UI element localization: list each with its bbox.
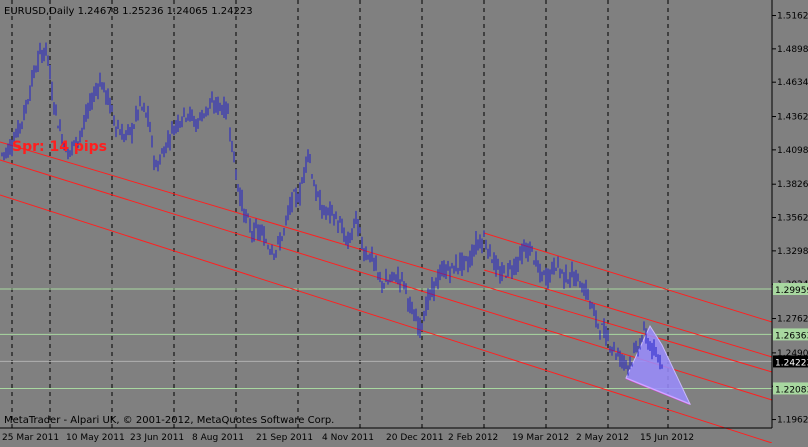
price-tick-label: 1.35620: [777, 214, 808, 224]
spread-label: Spr: 14 pips: [12, 139, 107, 155]
time-tick-label: 10 May 2011: [66, 433, 125, 443]
current-price-badge: [773, 355, 808, 368]
level-badge: [773, 283, 808, 296]
time-tick-label: 2 May 2012: [576, 433, 629, 443]
price-tick-label: 1.48980: [777, 45, 808, 55]
channel-line[interactable]: [0, 141, 773, 373]
level-badge-label: 1.29959: [775, 286, 808, 296]
chart-header: EURUSD,Daily 1.24678 1.25236 1.24065 1.2…: [4, 6, 253, 17]
time-tick-label: 19 Mar 2012: [512, 433, 569, 443]
time-tick-label: 23 Jun 2011: [130, 433, 184, 443]
price-tick-label: 1.32980: [777, 247, 808, 257]
time-tick-label: 2 Feb 2012: [448, 433, 498, 443]
channel-line[interactable]: [0, 194, 773, 444]
price-tick-label: 1.24900: [777, 349, 808, 359]
time-tick-label: 21 Sep 2011: [256, 433, 313, 443]
price-tick-label: 1.46340: [777, 78, 808, 88]
level-badge: [773, 382, 808, 395]
level-badge-label: 1.22083: [775, 385, 808, 395]
time-tick-label: 8 Aug 2011: [192, 433, 244, 443]
price-tick-label: 1.51620: [777, 12, 808, 22]
level-badge: [773, 328, 808, 341]
time-tick-label: 4 Nov 2011: [322, 433, 374, 443]
candlestick-series[interactable]: [1, 42, 663, 376]
price-tick-label: 1.40980: [777, 146, 808, 156]
price-tick-label: 1.27620: [777, 315, 808, 325]
time-tick-label: 20 Dec 2011: [386, 433, 444, 443]
current-price-label: 1.24223: [775, 358, 808, 368]
time-axis: 25 Mar 2011 10 May 2011 23 Jun 2011 8 Aug 2…: [2, 433, 694, 443]
price-tick-label: 1.38260: [777, 180, 808, 190]
copyright-text: MetaTrader - Alpari UK, © 2001-2012, Met…: [4, 415, 334, 426]
time-tick-label: 25 Mar 2011: [2, 433, 59, 443]
time-tick-label: 15 Jun 2012: [640, 433, 694, 443]
level-badge-label: 1.26363: [775, 331, 808, 341]
projection-triangle[interactable]: [625, 324, 692, 405]
price-tick-label: 1.43620: [777, 113, 808, 123]
channel-line[interactable]: [483, 269, 773, 358]
price-tick-label: 1.19620: [777, 416, 808, 426]
price-axis-panel: [772, 0, 808, 443]
level-price-badges: 1.29959 1.26363 1.22083 1.24223: [773, 283, 808, 395]
